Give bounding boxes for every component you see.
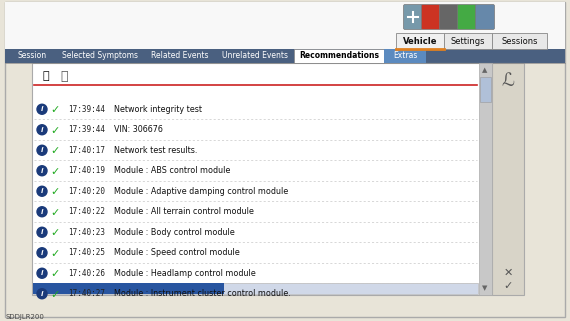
Circle shape [37,207,47,217]
FancyBboxPatch shape [5,49,565,63]
Text: 17:40:27: 17:40:27 [68,289,105,298]
Text: SDDJLR200: SDDJLR200 [6,314,45,320]
Text: 17:40:20: 17:40:20 [68,187,105,196]
Text: i: i [41,291,43,297]
Circle shape [37,125,47,135]
Text: ✓: ✓ [50,228,60,238]
Text: ✓: ✓ [50,105,60,115]
Text: i: i [41,147,43,153]
FancyBboxPatch shape [479,63,492,295]
Text: VIN: 306676: VIN: 306676 [114,125,163,134]
Text: ✓: ✓ [50,126,60,136]
FancyBboxPatch shape [492,33,547,49]
Text: ▼: ▼ [482,285,488,291]
Text: i: i [41,250,43,256]
Text: Session: Session [18,51,47,60]
FancyBboxPatch shape [33,283,225,294]
Text: 17:40:19: 17:40:19 [68,166,105,175]
Text: 17:40:22: 17:40:22 [68,207,105,216]
Text: Extras: Extras [393,51,417,60]
Text: ✓: ✓ [50,167,60,177]
Text: 📋: 📋 [43,71,50,81]
FancyBboxPatch shape [421,4,441,30]
Circle shape [37,145,47,155]
Text: ✓: ✓ [50,269,60,279]
FancyBboxPatch shape [444,33,492,49]
Text: ✓: ✓ [50,208,60,218]
Text: Vehicle: Vehicle [403,37,437,46]
FancyBboxPatch shape [32,63,492,295]
FancyBboxPatch shape [404,4,422,30]
Circle shape [37,104,47,114]
Text: Unrelated Events: Unrelated Events [222,51,288,60]
Text: Network test results.: Network test results. [114,146,197,155]
FancyBboxPatch shape [144,49,216,63]
Text: i: i [41,127,43,133]
Text: ✓: ✓ [50,146,60,156]
Text: i: i [41,270,43,276]
FancyBboxPatch shape [294,49,384,63]
FancyBboxPatch shape [439,4,458,30]
Text: Module : ABS control module: Module : ABS control module [114,166,230,175]
Text: ✓: ✓ [50,290,60,300]
Text: Sessions: Sessions [501,37,538,46]
Text: ✕: ✕ [503,268,512,278]
Text: 17:40:23: 17:40:23 [68,228,105,237]
Text: Settings: Settings [451,37,485,46]
Text: 17:40:26: 17:40:26 [68,269,105,278]
Text: Recommendations: Recommendations [299,51,379,60]
Text: Module : Body control module: Module : Body control module [114,228,235,237]
FancyBboxPatch shape [475,4,495,30]
Text: Module : Adaptive damping control module: Module : Adaptive damping control module [114,187,288,196]
Text: i: i [41,188,43,194]
Text: Module : Instrument cluster control module.: Module : Instrument cluster control modu… [114,289,291,298]
Text: Module : Speed control module: Module : Speed control module [114,248,240,257]
Text: Selected Symptoms: Selected Symptoms [62,51,138,60]
FancyBboxPatch shape [5,2,565,317]
Circle shape [37,227,47,237]
FancyBboxPatch shape [384,49,426,63]
Text: ⏱: ⏱ [60,70,68,82]
Circle shape [37,248,47,258]
Text: Module : All terrain control module: Module : All terrain control module [114,207,254,216]
FancyBboxPatch shape [33,283,478,294]
FancyBboxPatch shape [480,77,491,102]
Text: ✓: ✓ [503,281,512,291]
Text: ✓: ✓ [50,187,60,197]
FancyBboxPatch shape [56,49,144,63]
Text: ✓: ✓ [50,249,60,259]
Circle shape [37,166,47,176]
FancyBboxPatch shape [458,4,477,30]
Circle shape [37,268,47,278]
Text: i: i [41,106,43,112]
FancyBboxPatch shape [396,33,444,49]
Text: ▲: ▲ [482,67,488,73]
Text: 17:40:25: 17:40:25 [68,248,105,257]
Text: i: i [41,209,43,215]
Text: 17:40:17: 17:40:17 [68,146,105,155]
Text: Network integrity test: Network integrity test [114,105,202,114]
FancyBboxPatch shape [216,49,294,63]
Text: ℒ: ℒ [502,72,515,90]
FancyBboxPatch shape [8,49,56,63]
Circle shape [37,186,47,196]
FancyBboxPatch shape [492,63,524,295]
Text: 17:39:44: 17:39:44 [68,125,105,134]
Text: 17:39:44: 17:39:44 [68,105,105,114]
Text: i: i [41,168,43,174]
Text: Module : Headlamp control module: Module : Headlamp control module [114,269,256,278]
Text: Related Events: Related Events [151,51,209,60]
Text: i: i [41,229,43,235]
FancyBboxPatch shape [5,2,565,50]
Circle shape [37,289,47,299]
